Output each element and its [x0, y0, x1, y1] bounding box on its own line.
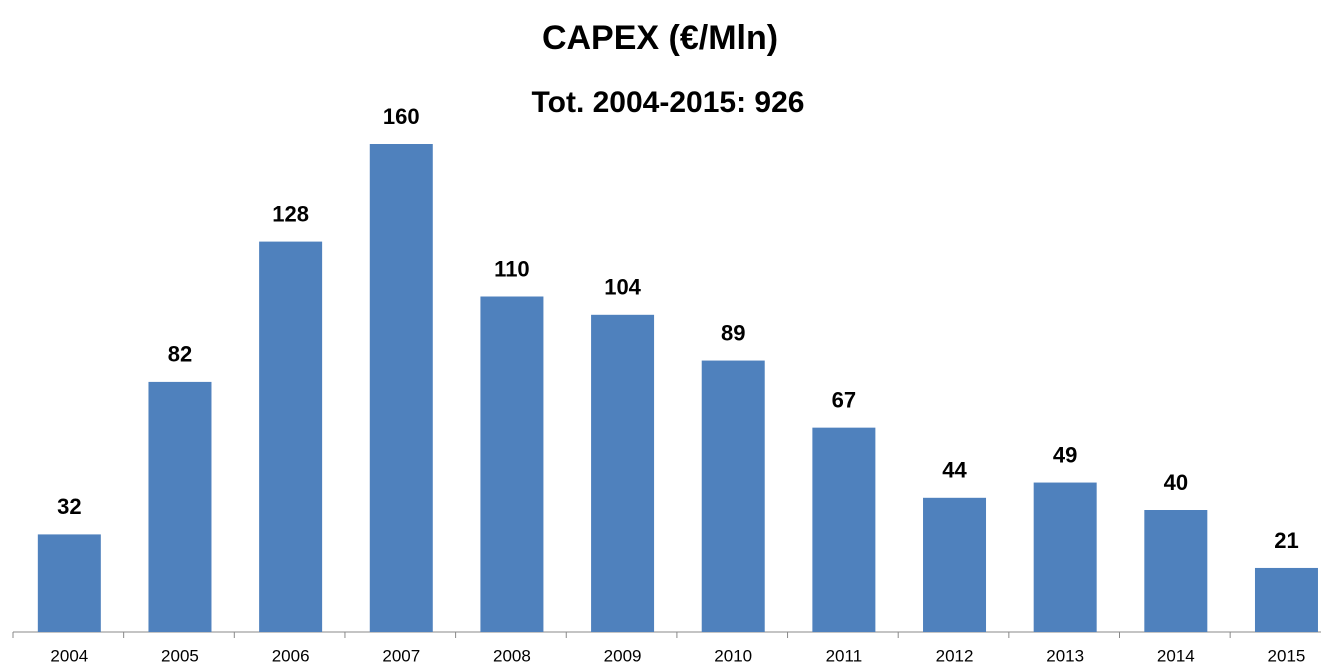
chart-subtitle: Tot. 2004-2015: 926: [532, 86, 805, 119]
bar: [1033, 482, 1097, 632]
bar: [369, 144, 433, 632]
bar: [148, 381, 212, 632]
x-tick-label: 2013: [1046, 646, 1084, 665]
value-label: 32: [57, 494, 81, 519]
value-label: 67: [832, 387, 856, 412]
x-tick-label: 2011: [826, 646, 863, 665]
bar: [1254, 567, 1318, 632]
x-tick-label: 2010: [714, 646, 752, 665]
x-tick-label: 2009: [604, 646, 642, 665]
value-label: 40: [1164, 470, 1188, 495]
chart-title: CAPEX (€/Mln): [542, 19, 778, 57]
value-label: 128: [272, 201, 309, 226]
bar: [701, 360, 765, 632]
x-tick-label: 2005: [161, 646, 199, 665]
value-label: 21: [1274, 528, 1298, 553]
bar: [923, 497, 987, 632]
value-label: 104: [604, 275, 641, 300]
bar: [480, 296, 544, 632]
value-label: 89: [721, 320, 745, 345]
value-label: 160: [383, 104, 420, 129]
bar: [1144, 510, 1208, 632]
x-tick-label: 2004: [50, 646, 88, 665]
x-tick-label: 2006: [272, 646, 310, 665]
bar: [812, 427, 876, 632]
x-tick-label: 2007: [382, 646, 420, 665]
x-tick-label: 2008: [493, 646, 531, 665]
x-tick-label: 2015: [1268, 646, 1306, 665]
value-label: 49: [1053, 442, 1077, 467]
bar: [591, 314, 655, 632]
bar: [37, 534, 101, 632]
x-tick-label: 2014: [1157, 646, 1195, 665]
bar: [259, 241, 323, 632]
value-label: 44: [942, 458, 967, 483]
value-label: 110: [494, 256, 530, 281]
value-label: 82: [168, 342, 192, 367]
x-tick-label: 2012: [936, 646, 974, 665]
